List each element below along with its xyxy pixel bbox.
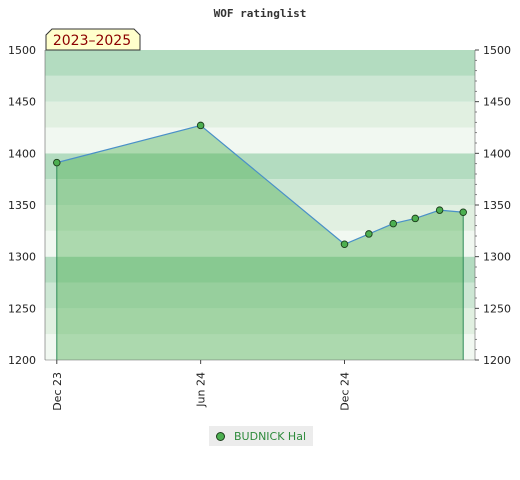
y-tick-label-left: 1400 — [8, 147, 36, 160]
y-tick-label-right: 1350 — [483, 199, 511, 212]
y-tick-label-right: 1250 — [483, 302, 511, 315]
background-band — [45, 75, 475, 102]
y-tick-label-left: 1450 — [8, 96, 36, 109]
line-layer — [56, 124, 464, 245]
x-tick-label: Dec 23 — [51, 372, 64, 411]
series-line — [56, 124, 464, 245]
data-point — [459, 208, 467, 216]
background-band — [45, 308, 475, 335]
series-area — [56, 125, 464, 360]
legend-marker — [216, 431, 225, 441]
y-tick-label-left: 1300 — [8, 251, 36, 264]
data-point — [411, 214, 420, 223]
background-band — [45, 205, 475, 231]
y-tick-label-right: 1300 — [483, 251, 511, 264]
y-tick-label-right: 1450 — [483, 96, 511, 109]
points-layer — [53, 121, 467, 249]
legend: BUDNICK Hal — [209, 426, 313, 446]
area-layer — [56, 125, 464, 360]
y-tick-label-left: 1200 — [8, 354, 36, 367]
y-tick-label-right: 1500 — [483, 44, 511, 57]
background-band — [45, 101, 475, 128]
data-point — [340, 240, 349, 249]
year-range-badge: 2023–2025 — [45, 28, 141, 51]
background-band — [45, 50, 475, 76]
data-point — [365, 230, 373, 238]
background-band — [45, 127, 475, 154]
data-point — [389, 219, 397, 228]
year-range-label: 2023–2025 — [53, 33, 131, 49]
x-tick-label: Dec 24 — [339, 372, 352, 411]
y-tick-label-left: 1350 — [8, 199, 36, 212]
y-tick-label-right: 1200 — [483, 354, 511, 367]
background-band — [45, 282, 475, 309]
background-band — [45, 256, 475, 283]
legend-series-name: BUDNICK Hal — [234, 429, 306, 443]
chart-title: WOF ratinglist — [214, 7, 307, 20]
data-point — [196, 121, 205, 130]
y-tick-label-right: 1400 — [483, 147, 511, 160]
background-band — [45, 334, 475, 360]
y-tick-label-left: 1250 — [8, 302, 36, 315]
axes: 1200 1200 1250 1250 1300 1300 1350 1350 1400 1400… — [8, 44, 511, 411]
x-tick-label: Jun 24 — [195, 372, 208, 408]
background-band — [45, 230, 475, 257]
data-point — [53, 158, 61, 167]
background-band — [45, 179, 475, 205]
y-tick-label-left: 1500 — [8, 44, 36, 57]
data-point — [435, 206, 444, 214]
